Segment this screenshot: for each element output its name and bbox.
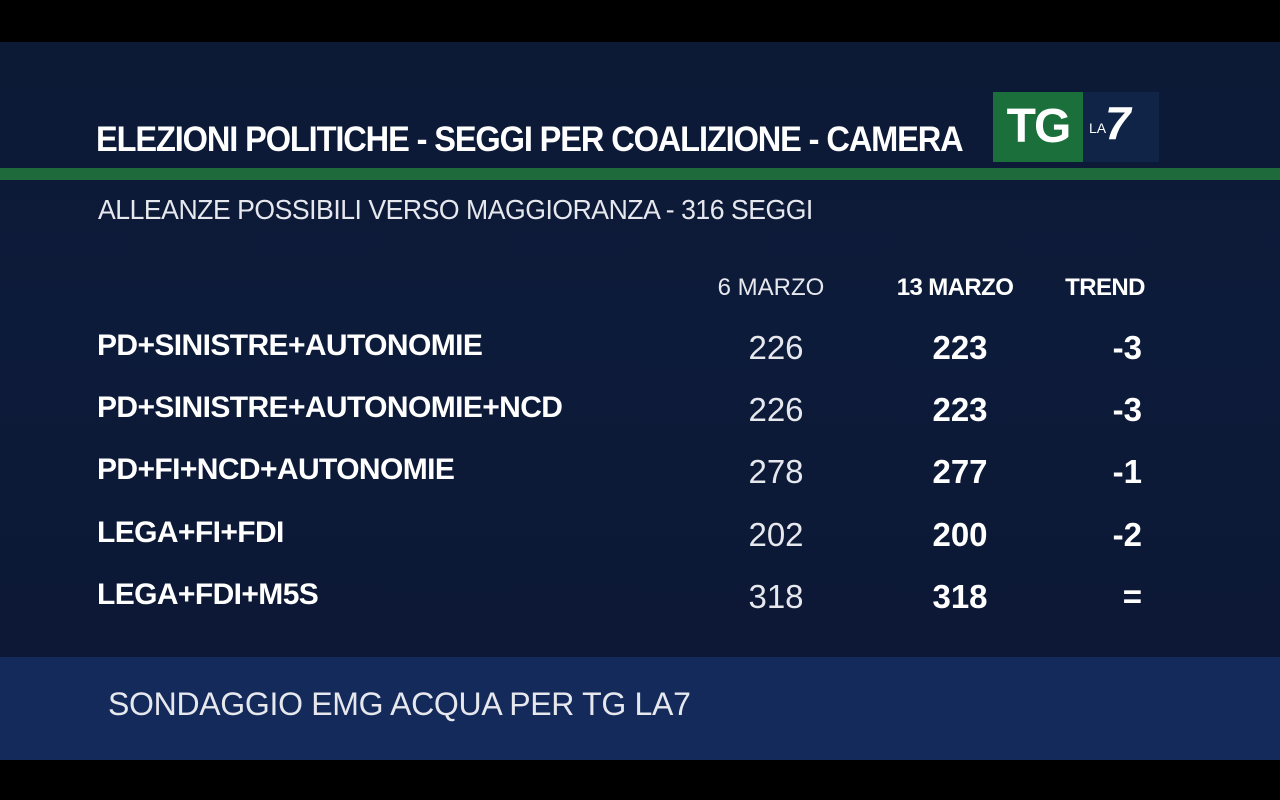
- page-title: ELEZIONI POLITICHE - SEGGI PER COALIZION…: [96, 120, 964, 159]
- logo-la: LA: [1089, 120, 1107, 136]
- logo-seven: 7: [1105, 97, 1131, 149]
- title-divider: [0, 168, 1280, 180]
- seats-13-marzo: 200: [932, 516, 988, 553]
- seats-6-marzo: 278: [748, 453, 804, 490]
- coalition-name: LEGA+FDI+M5S: [97, 578, 319, 611]
- trend-value: -2: [1112, 516, 1142, 553]
- seats-13-marzo: 223: [932, 391, 988, 428]
- trend-value: -1: [1112, 453, 1142, 490]
- coalition-name: PD+SINISTRE+AUTONOMIE: [97, 329, 483, 362]
- logo-la7: LA 7: [1083, 92, 1159, 162]
- source-caption: SONDAGGIO EMG ACQUA PER TG LA7: [108, 686, 691, 722]
- column-header-13-marzo: 13 MARZO: [896, 274, 1014, 301]
- coalition-name: LEGA+FI+FDI: [97, 516, 284, 549]
- seats-13-marzo: 277: [932, 453, 988, 490]
- seats-6-marzo: 226: [748, 329, 804, 366]
- trend-value: -3: [1112, 329, 1142, 366]
- seats-13-marzo: 318: [932, 578, 988, 615]
- table-row: PD+SINISTRE+AUTONOMIE 226 223 -3: [0, 329, 1280, 379]
- seats-6-marzo: 202: [748, 516, 804, 553]
- broadcast-graphic: ELEZIONI POLITICHE - SEGGI PER COALIZION…: [0, 42, 1280, 760]
- seats-13-marzo: 223: [932, 329, 988, 366]
- seats-6-marzo: 318: [748, 578, 804, 615]
- table-row: PD+FI+NCD+AUTONOMIE 278 277 -1: [0, 453, 1280, 503]
- logo-tg: TG: [993, 92, 1083, 162]
- table-row: PD+SINISTRE+AUTONOMIE+NCD 226 223 -3: [0, 391, 1280, 441]
- coalition-name: PD+FI+NCD+AUTONOMIE: [97, 453, 455, 486]
- tg-la7-logo: TG LA 7: [993, 92, 1159, 162]
- coalition-name: PD+SINISTRE+AUTONOMIE+NCD: [97, 391, 563, 424]
- table-row: LEGA+FDI+M5S 318 318 =: [0, 578, 1280, 628]
- column-header-trend: TREND: [1065, 274, 1145, 301]
- trend-value: =: [1122, 578, 1142, 615]
- seats-6-marzo: 226: [748, 391, 804, 428]
- footer-band: [0, 657, 1280, 760]
- column-header-6-marzo: 6 MARZO: [717, 274, 825, 301]
- table-row: LEGA+FI+FDI 202 200 -2: [0, 516, 1280, 566]
- trend-value: -3: [1112, 391, 1142, 428]
- page-subtitle: ALLEANZE POSSIBILI VERSO MAGGIORANZA - 3…: [98, 194, 813, 225]
